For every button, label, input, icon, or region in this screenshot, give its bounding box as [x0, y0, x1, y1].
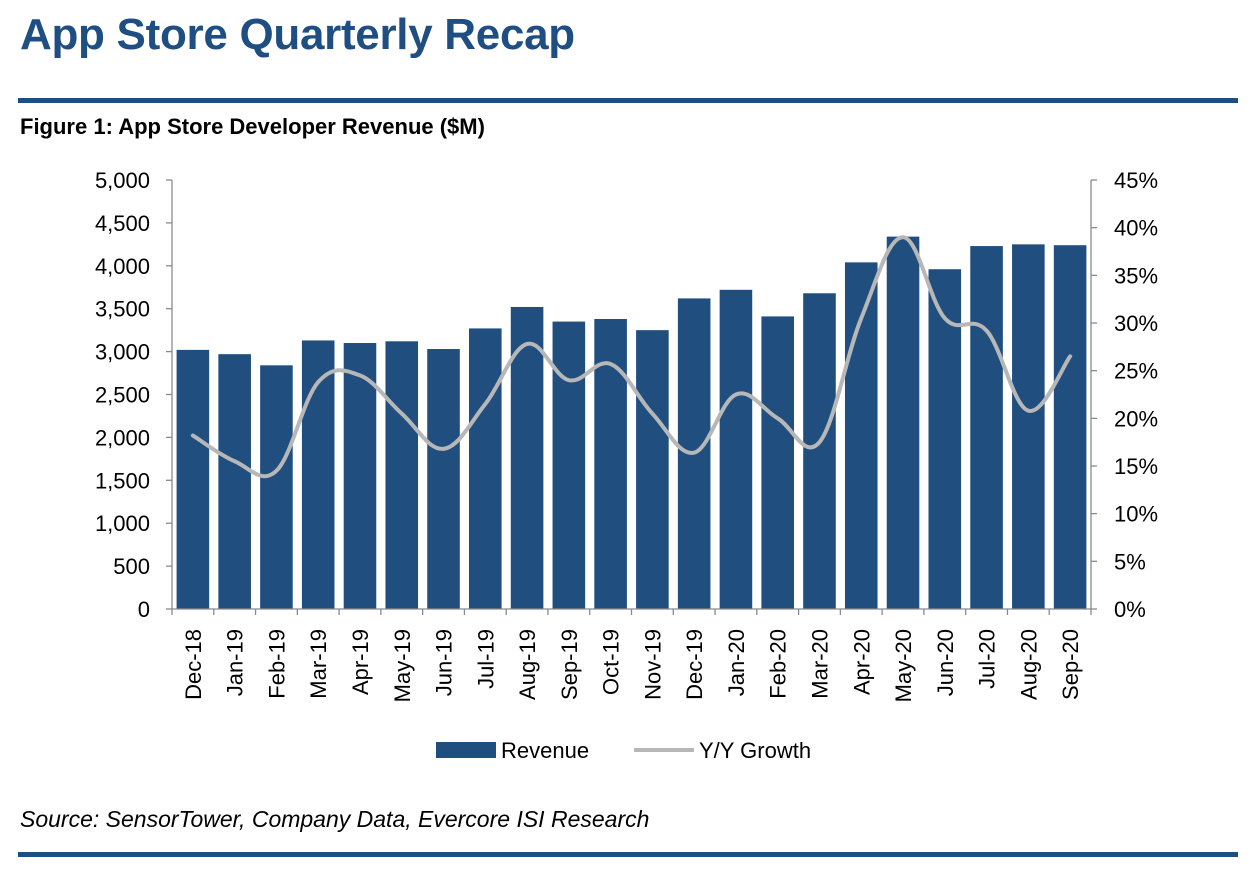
x-tick-label: Dec-18	[181, 629, 206, 700]
x-tick-label: Jun-20	[933, 629, 958, 696]
bar-jan-19	[218, 354, 251, 609]
x-tick-label: Apr-20	[849, 629, 874, 695]
left-tick-label: 5,000	[95, 168, 150, 193]
bar-jun-19	[427, 349, 460, 609]
bar-series-revenue	[176, 236, 1087, 609]
x-tick-label: Aug-20	[1016, 629, 1041, 700]
left-tick-label: 1,000	[95, 511, 150, 536]
bar-mar-20	[803, 293, 836, 609]
bar-oct-19	[594, 319, 627, 609]
x-tick-label: Mar-19	[306, 629, 331, 699]
bar-may-19	[385, 341, 419, 609]
right-tick-label: 5%	[1114, 549, 1146, 574]
bar-dec-18	[176, 349, 210, 609]
bar-sep-20	[1053, 245, 1087, 609]
bar-nov-19	[636, 330, 669, 609]
bar-jul-19	[469, 328, 502, 609]
x-tick-label: Jun-19	[432, 629, 457, 696]
legend-revenue-swatch	[436, 742, 496, 758]
x-tick-label: Nov-19	[640, 629, 665, 700]
x-tick-label: Oct-19	[599, 629, 624, 695]
top-divider	[18, 98, 1238, 103]
left-tick-label: 3,500	[95, 297, 150, 322]
bar-jan-20	[719, 289, 753, 609]
x-axis-ticks: Dec-18 Jan-19 Feb-19 Mar-19 Apr-19 May-19 Jun-…	[171, 609, 1092, 702]
left-tick-label: 0	[138, 597, 150, 622]
right-tick-label: 35%	[1114, 263, 1158, 288]
right-tick-label: 15%	[1114, 454, 1158, 479]
report-title: App Store Quarterly Recap	[20, 10, 575, 59]
bar-feb-20	[761, 316, 794, 609]
right-tick-label: 25%	[1114, 359, 1158, 384]
x-tick-label: May-19	[390, 629, 415, 702]
x-tick-label: May-20	[891, 629, 916, 702]
left-tick-label: 2,500	[95, 383, 150, 408]
left-tick-label: 3,000	[95, 340, 150, 365]
x-tick-label: Dec-19	[682, 629, 707, 700]
right-tick-label: 40%	[1114, 216, 1158, 241]
right-axis-ticks: 0% 5% 10% 15% 20% 25% 30% 35% 40% 45%	[1091, 168, 1158, 622]
x-tick-label: Feb-19	[264, 629, 289, 699]
x-tick-label: Jul-19	[473, 629, 498, 689]
left-tick-label: 500	[113, 554, 150, 579]
chart-legend: Revenue Y/Y Growth	[436, 738, 811, 763]
bar-feb-19	[260, 365, 293, 609]
bottom-divider	[18, 852, 1238, 857]
left-tick-label: 4,500	[95, 211, 150, 236]
x-tick-label: Jul-20	[975, 629, 1000, 689]
revenue-chart: 0 500 1,000 1,500 2,000 2,500 3,000 3,500 4,000 4…	[95, 168, 1158, 763]
x-tick-label: Apr-19	[348, 629, 373, 695]
left-tick-label: 4,000	[95, 254, 150, 279]
left-axis-ticks: 0 500 1,000 1,500 2,000 2,500 3,000 3,500 4,000 4…	[95, 168, 172, 622]
x-tick-label: Aug-19	[515, 629, 540, 700]
x-tick-label: Jan-19	[223, 629, 248, 696]
legend-growth-label: Y/Y Growth	[699, 738, 811, 763]
left-tick-label: 1,500	[95, 468, 150, 493]
right-tick-label: 0%	[1114, 597, 1146, 622]
line-series-growth	[190, 235, 1073, 479]
bar-aug-20	[1012, 244, 1045, 609]
right-tick-label: 20%	[1114, 406, 1158, 431]
x-tick-label: Mar-20	[807, 629, 832, 699]
legend-revenue-label: Revenue	[501, 738, 589, 763]
x-tick-label: Feb-20	[766, 629, 791, 699]
x-tick-label: Sep-19	[557, 629, 582, 700]
right-tick-label: 45%	[1114, 168, 1158, 193]
bar-jul-20	[970, 246, 1003, 609]
source-note: Source: SensorTower, Company Data, Everc…	[20, 806, 650, 832]
bar-aug-19	[510, 306, 544, 609]
right-tick-label: 10%	[1114, 502, 1158, 527]
bar-may-20	[886, 236, 920, 609]
x-tick-label: Jan-20	[724, 629, 749, 696]
bar-apr-19	[343, 343, 377, 609]
left-tick-label: 2,000	[95, 425, 150, 450]
bar-sep-19	[552, 321, 586, 609]
x-tick-label: Sep-20	[1058, 629, 1083, 700]
figure-title: Figure 1: App Store Developer Revenue ($…	[20, 114, 485, 139]
right-tick-label: 30%	[1114, 311, 1158, 336]
